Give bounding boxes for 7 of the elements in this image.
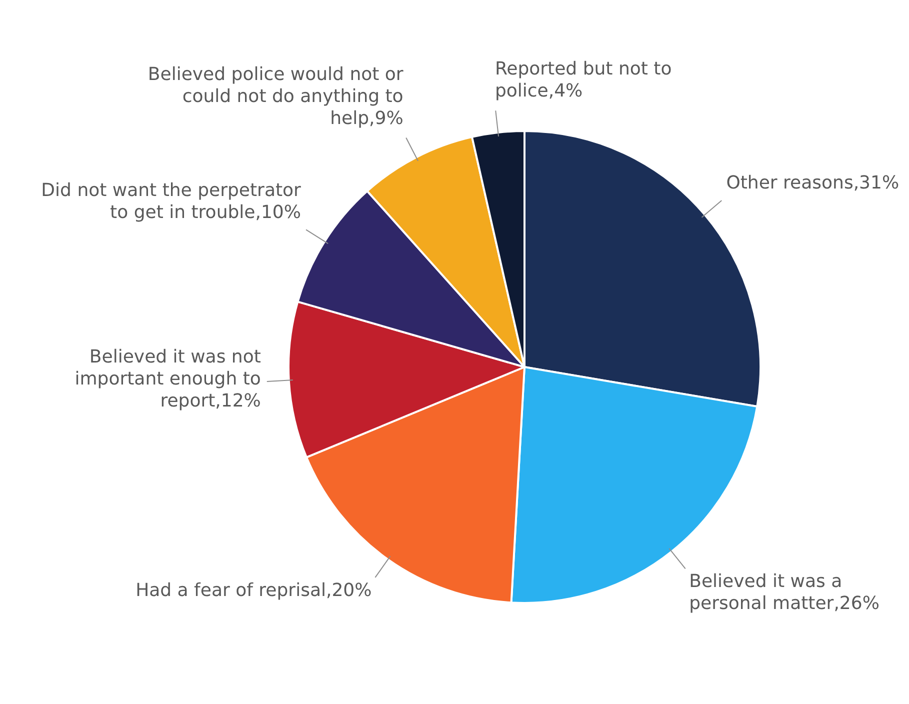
slice-label: Reported but not to police,4% xyxy=(494,58,672,102)
slice-label: Did not want the perpetrator to get in trouble,10% xyxy=(41,180,302,224)
slice-label: Believed it was not important enough to report,12% xyxy=(74,346,261,412)
slice-label: Had a fear of reprisal,20% xyxy=(136,580,372,601)
slice-label: Believed police would not or could not do anything to help,9% xyxy=(148,64,404,130)
slice-label: Other reasons,31% xyxy=(726,172,900,194)
slice-label: Believed it was a personal matter,26% xyxy=(689,571,880,614)
